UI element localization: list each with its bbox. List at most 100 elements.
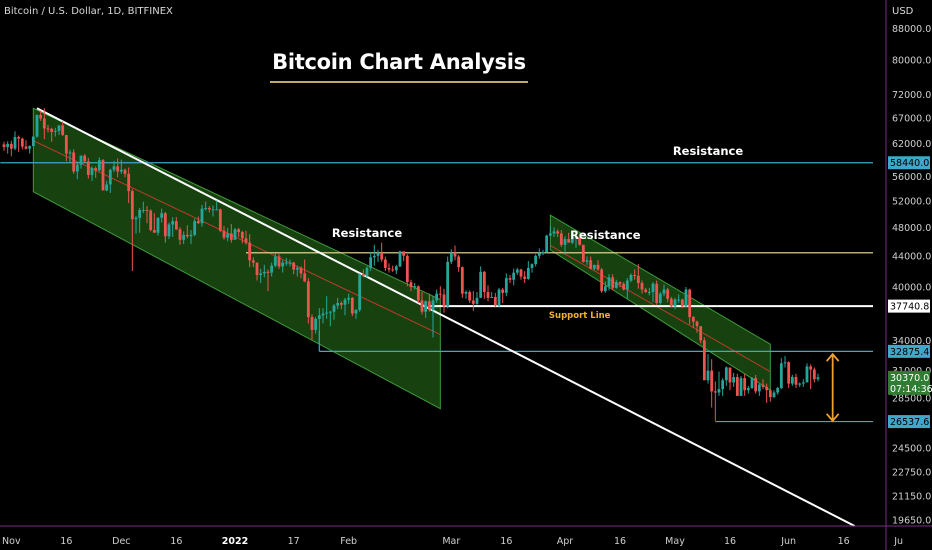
candle — [809, 364, 813, 390]
candle-body — [728, 367, 732, 383]
candle — [644, 287, 648, 293]
candle-body — [336, 303, 340, 306]
candle — [361, 269, 365, 278]
candle-body — [699, 326, 703, 341]
candle — [383, 256, 387, 272]
candle — [317, 308, 321, 351]
candle — [640, 280, 644, 294]
candle-body — [325, 312, 329, 314]
candle — [735, 373, 739, 396]
candle-body — [61, 125, 65, 135]
time-axis[interactable]: Nov 16 Dec 16 2022 17 Feb Mar 16 Apr 16 May 16 Jun 16 J… — [0, 525, 932, 547]
candle-body — [130, 191, 134, 220]
price-tick-label: 22750.0 — [892, 468, 931, 479]
candle-body — [391, 269, 395, 271]
candle — [171, 217, 175, 237]
candle — [75, 162, 79, 180]
candle-body — [123, 169, 127, 174]
candle-body — [413, 286, 417, 288]
candle-body — [358, 274, 362, 310]
candle — [398, 250, 402, 268]
candle-body — [402, 251, 406, 256]
candle — [497, 287, 501, 308]
candle — [680, 298, 684, 309]
candlesticks — [2, 108, 820, 421]
candle — [442, 288, 446, 313]
annotation-label: Resistance — [332, 226, 403, 240]
candle-body — [490, 297, 494, 299]
candle — [548, 225, 552, 237]
candle — [743, 373, 747, 396]
time-tick-label: May — [665, 536, 685, 547]
candle — [376, 249, 380, 262]
price-tag-value: 37740.8 — [890, 302, 929, 313]
candle — [394, 264, 398, 275]
candle — [226, 227, 230, 242]
candle — [779, 358, 783, 390]
candle-body — [211, 209, 215, 211]
time-tick-label: Feb — [340, 536, 357, 547]
candle — [662, 284, 666, 297]
candle — [636, 264, 640, 289]
price-tick-label: 21150.0 — [892, 491, 931, 502]
candle — [713, 381, 717, 421]
candle-body — [629, 274, 633, 281]
candle-body — [50, 128, 54, 132]
candle — [130, 189, 134, 272]
candle-body — [42, 118, 46, 129]
candle-body — [72, 152, 76, 172]
candle — [281, 260, 285, 273]
candle-body — [255, 262, 259, 275]
candle — [123, 168, 127, 178]
candle — [801, 379, 805, 387]
candle — [695, 320, 699, 333]
candle-body — [644, 289, 648, 293]
candle-body — [574, 236, 578, 239]
price-tick-label: 28500.0 — [892, 394, 931, 405]
candle-body — [581, 244, 585, 262]
candle-body — [321, 313, 325, 316]
candle — [193, 218, 197, 237]
candle — [545, 234, 549, 253]
candle — [552, 227, 556, 237]
candle — [512, 268, 516, 286]
candle — [292, 261, 296, 275]
candle — [603, 281, 607, 293]
price-axis[interactable]: 88000.0 80000.0 72000.0 67000.0 62000.0 56000… — [885, 0, 932, 550]
candle-body — [438, 293, 442, 295]
candle — [295, 265, 299, 277]
candle-body — [167, 224, 171, 237]
candle — [420, 292, 424, 315]
candle-body — [508, 278, 512, 280]
time-tick-label: 16 — [724, 536, 736, 547]
candle — [493, 292, 497, 308]
candle — [134, 215, 138, 234]
candle-body — [647, 292, 651, 294]
candle — [259, 268, 263, 283]
candle-body — [677, 299, 681, 301]
candle — [196, 216, 200, 224]
candle-body — [486, 292, 490, 298]
candle — [182, 231, 186, 245]
candle-body — [75, 164, 79, 172]
candle — [94, 166, 98, 178]
candle-body — [468, 292, 472, 301]
candle-body — [816, 377, 820, 380]
candle — [574, 234, 578, 248]
candle-body — [409, 282, 413, 288]
candle-body — [519, 269, 523, 277]
annotation-label: Resistance — [570, 228, 641, 242]
descending-trendline — [36, 107, 856, 527]
candle-body — [416, 286, 420, 301]
candle — [145, 206, 149, 224]
candle-body — [306, 281, 310, 318]
range-arrow-head-bottom — [825, 413, 840, 423]
price-tag — [888, 370, 930, 395]
candle — [306, 278, 310, 324]
candle-body — [39, 115, 43, 119]
candle-body — [273, 256, 277, 266]
candle — [706, 354, 710, 384]
candle — [559, 230, 563, 247]
candle — [812, 367, 816, 383]
